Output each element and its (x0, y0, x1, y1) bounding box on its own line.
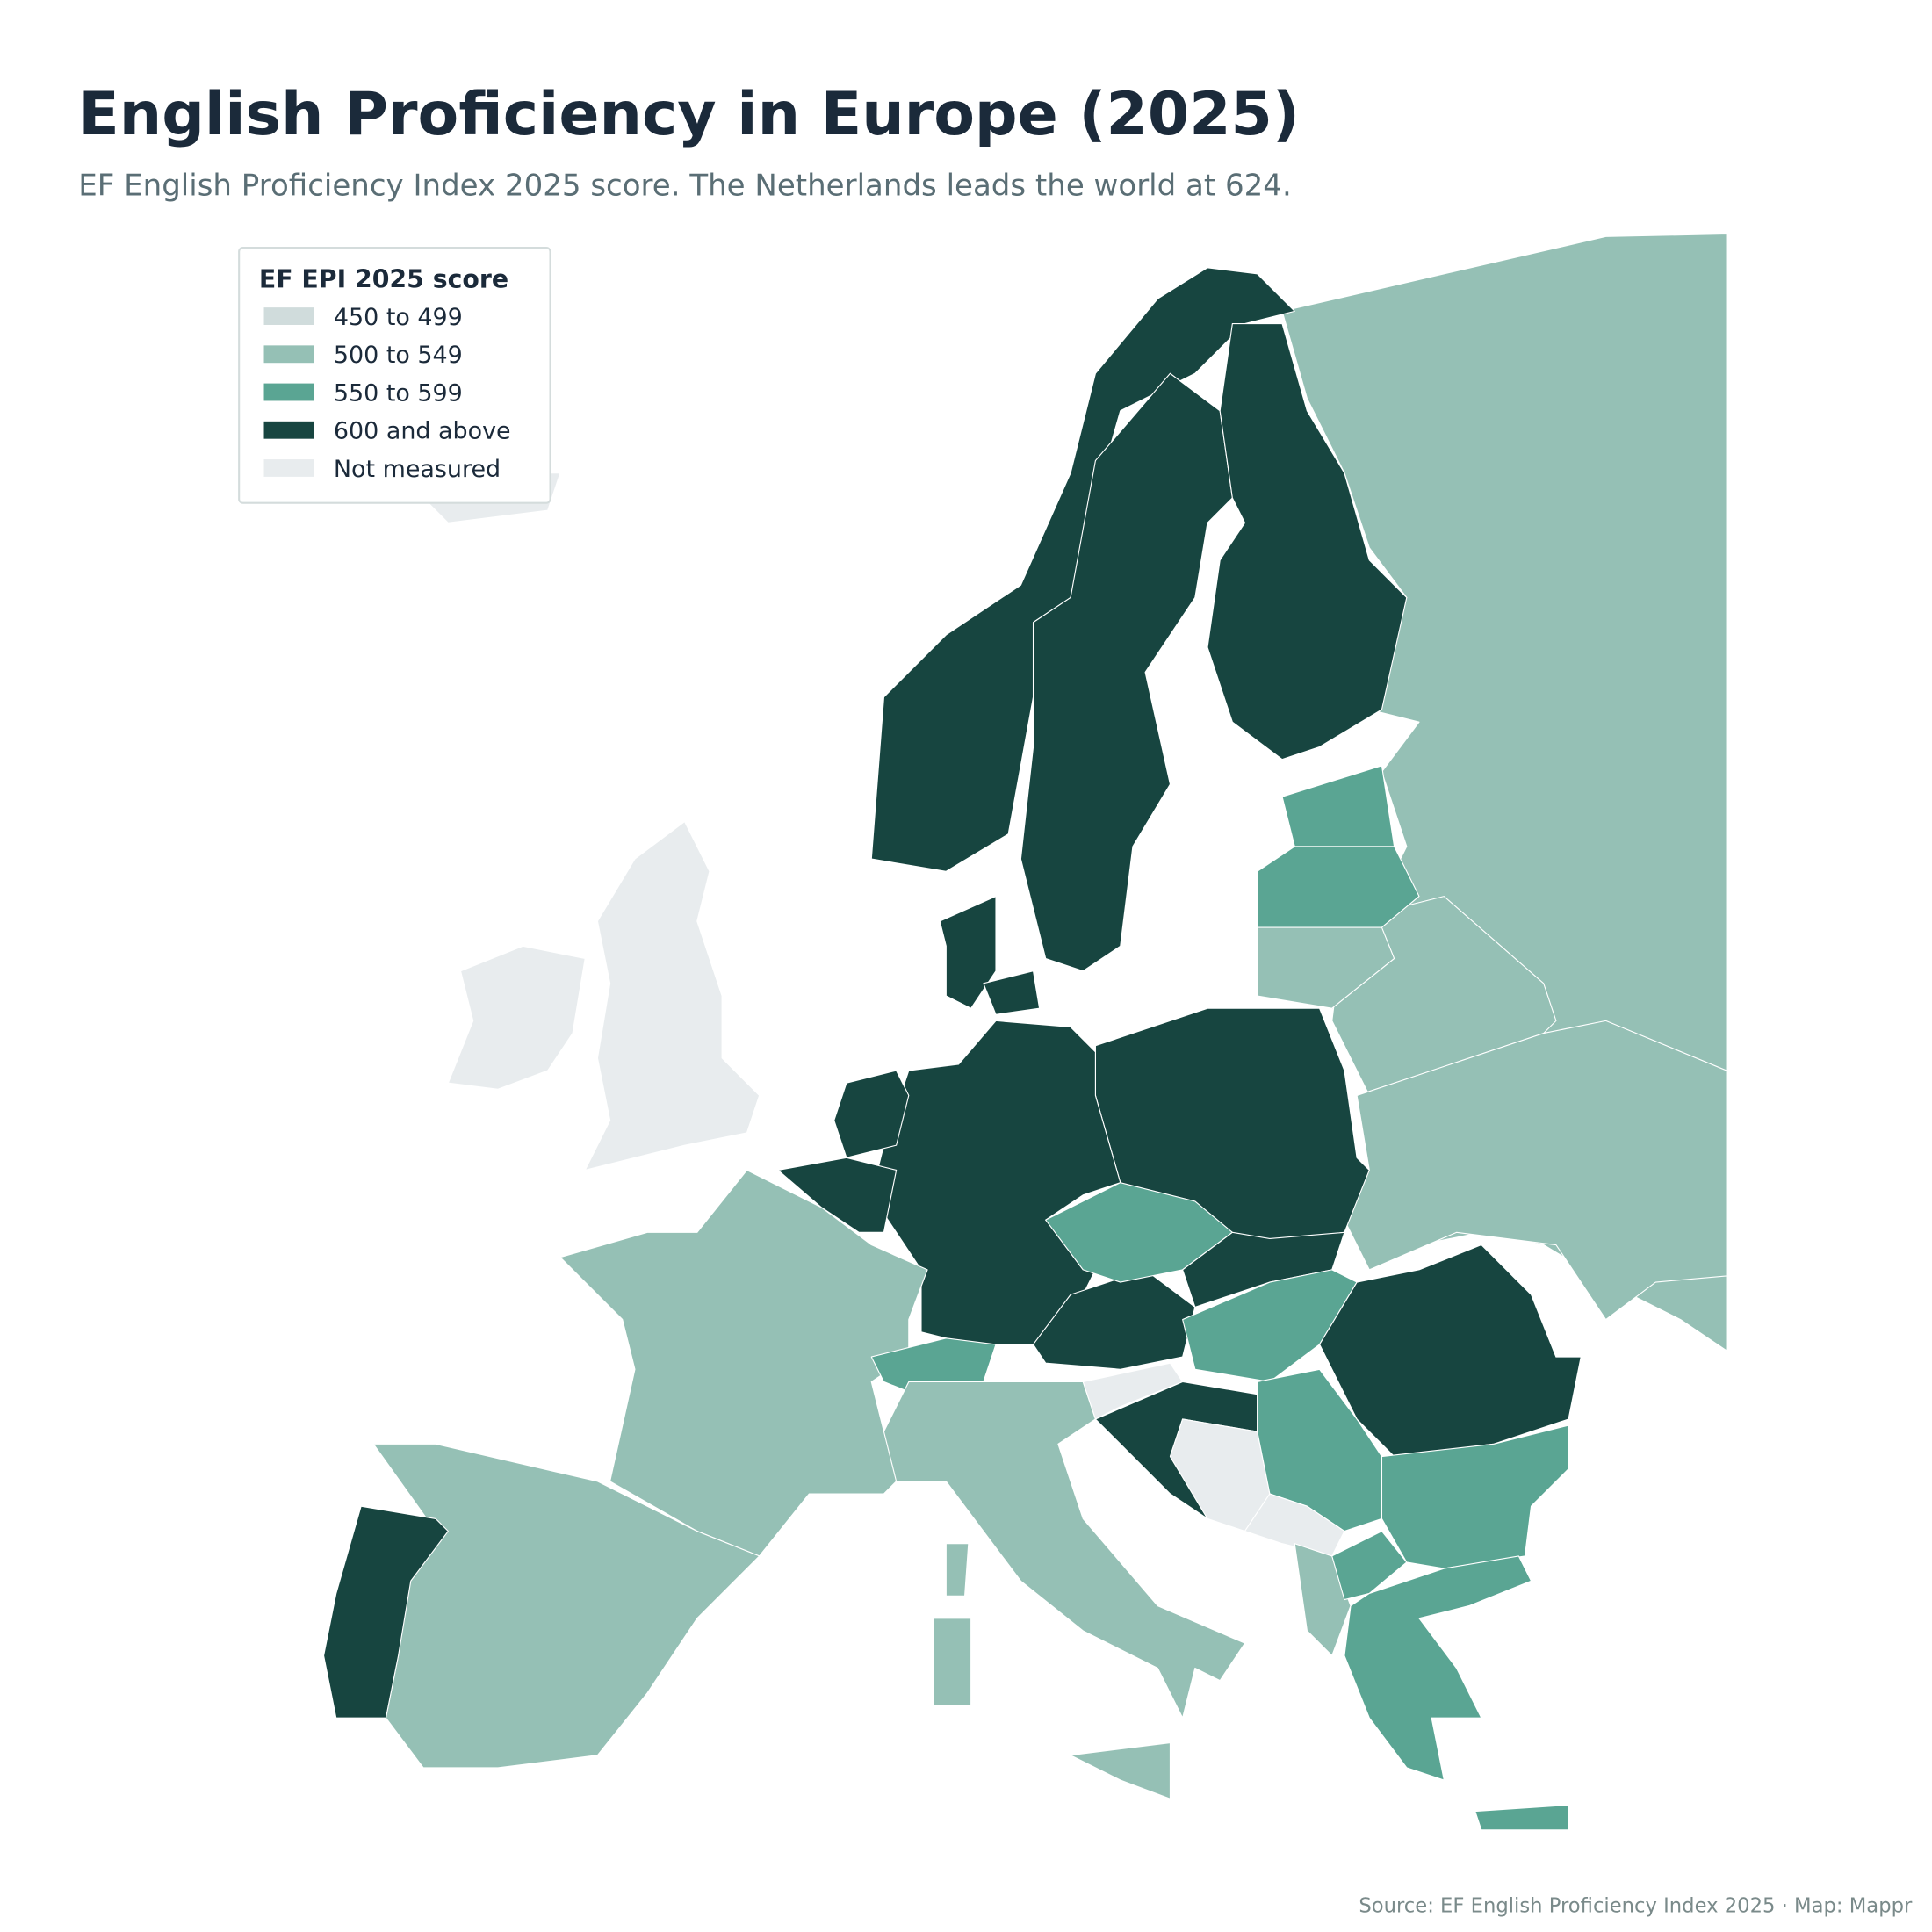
country (322, 1505, 449, 1719)
subtitle: EF English Proficiency Index 2025 score.… (78, 169, 1291, 204)
country (1070, 1741, 1171, 1799)
legend-swatch (263, 421, 314, 439)
country (1207, 322, 1408, 761)
legend-title: EF EPI 2025 score (259, 264, 508, 293)
country (983, 970, 1041, 1015)
title: English Proficiency in Europe (2025) (78, 80, 1300, 149)
country (945, 1543, 970, 1597)
country (584, 821, 761, 1171)
country (1244, 1493, 1345, 1557)
source: Source: EF English Proficiency Index 202… (1359, 1894, 1913, 1917)
country (1182, 1231, 1345, 1308)
legend-swatch (263, 307, 314, 325)
legend-swatch (263, 459, 314, 477)
country (1331, 1530, 1408, 1601)
country (933, 1618, 972, 1706)
country (1257, 926, 1395, 1009)
country (1381, 1424, 1569, 1569)
legend-label: 600 and above (334, 418, 511, 445)
legend-swatch (263, 345, 314, 364)
country (1257, 1368, 1383, 1532)
country (833, 1070, 910, 1158)
legend-label: Not measured (334, 456, 501, 483)
map (322, 233, 1727, 1831)
legend: EF EPI 2025 score 450 to 499 500 to 549 55… (238, 247, 551, 504)
country (939, 896, 997, 1009)
country (1020, 372, 1233, 972)
legend-label: 450 to 499 (334, 304, 463, 331)
legend-label: 550 to 599 (334, 379, 463, 407)
country (1474, 1804, 1569, 1831)
country (1344, 1555, 1532, 1781)
country (1319, 1244, 1582, 1458)
legend-swatch (263, 383, 314, 401)
legend-items: 450 to 499 500 to 549 550 to 599 600 and ab… (263, 304, 511, 483)
legend-label: 500 to 549 (334, 342, 463, 369)
country (447, 945, 586, 1090)
country (1257, 846, 1420, 928)
country (1082, 1362, 1184, 1420)
legend-box (238, 247, 551, 504)
